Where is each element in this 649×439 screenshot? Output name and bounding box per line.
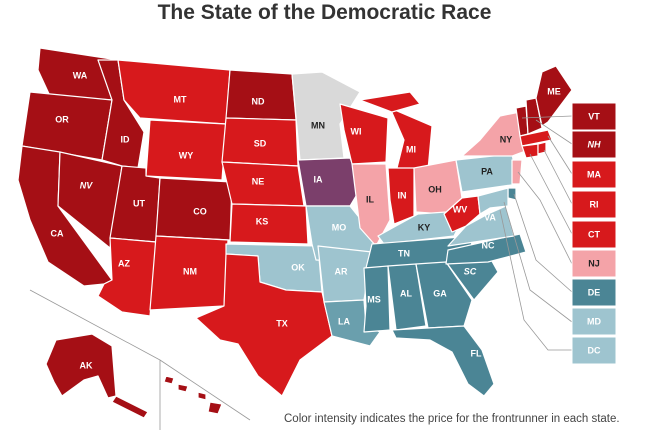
state-NH[interactable] [525,97,543,135]
side-box-VT[interactable] [571,102,617,131]
label-IN: IN [398,190,407,200]
label-LA: LA [338,316,350,326]
label-GA: GA [433,288,447,298]
side-box-MD[interactable] [571,307,617,336]
label-ND: ND [252,96,265,106]
side-label-DC: DC [588,345,601,355]
state-VA[interactable] [447,205,515,247]
label-AL: AL [400,288,412,298]
state-MI[interactable] [389,107,433,173]
label-NE: NE [252,176,265,186]
state-ND[interactable] [225,69,297,121]
page-title: The State of the Democratic Race [157,1,492,24]
state-NJ[interactable] [511,159,523,185]
state-WY[interactable] [145,119,227,181]
label-AR: AR [335,266,348,276]
side-label-RI: RI [590,199,599,209]
side-box-NJ[interactable] [571,249,617,278]
inset-divider [29,289,251,430]
label-OK: OK [291,262,305,272]
label-ME: ME [547,86,561,96]
state-HI[interactable] [163,375,223,415]
side-box-DE[interactable] [571,278,617,307]
state-MS[interactable] [363,265,391,333]
state-DE[interactable] [507,187,517,201]
state-KS[interactable] [229,203,309,245]
state-FL[interactable] [391,325,495,397]
state-MT[interactable] [117,59,231,125]
label-SD: SD [254,138,267,148]
side-box-NH[interactable] [571,130,617,159]
label-SC: SC [464,266,477,276]
label-UT: UT [133,198,145,208]
side-box-DC[interactable] [571,336,617,365]
state-ME[interactable] [535,65,573,127]
label-WI: WI [351,126,362,136]
side-label-boxes: VT NH MA RI CT NJ DE MD DC [571,102,617,365]
side-label-DE: DE [588,287,601,297]
label-CO: CO [193,206,207,216]
state-GA[interactable] [415,261,473,329]
label-CA: CA [51,228,64,238]
label-WY: WY [179,150,194,160]
side-box-RI[interactable] [571,190,617,219]
side-label-CT: CT [588,229,600,239]
state-MA[interactable] [519,129,553,147]
label-VA: VA [484,212,496,222]
label-NY: NY [500,134,513,144]
alaska-tail [111,395,149,419]
label-NM: NM [183,266,197,276]
state-WI[interactable] [339,103,389,165]
label-KS: KS [256,216,269,226]
side-label-NH: NH [588,139,601,149]
label-MO: MO [332,222,347,232]
side-label-VT: VT [588,111,600,121]
label-NC: NC [482,240,495,250]
label-TX: TX [276,318,288,328]
label-IL: IL [366,194,375,204]
label-OR: OR [55,114,69,124]
label-FL: FL [471,348,482,358]
label-WA: WA [73,70,88,80]
state-LA[interactable] [323,299,381,347]
side-label-MA: MA [587,169,601,179]
label-AZ: AZ [118,258,130,268]
label-NV: NV [80,180,93,190]
side-box-MA[interactable] [571,160,617,189]
label-KY: KY [418,222,431,232]
label-AK: AK [80,360,93,370]
label-MS: MS [367,294,381,304]
label-WV: WV [453,204,468,214]
label-IA: IA [314,174,324,184]
side-label-NJ: NJ [588,258,600,268]
label-ID: ID [121,134,131,144]
caption: Color intensity indicates the price for … [284,413,620,425]
state-RI[interactable] [537,141,547,155]
side-box-CT[interactable] [571,220,617,249]
leader-lines [499,115,573,351]
label-MN: MN [311,120,325,130]
state-MI-up [359,91,421,113]
state-CT[interactable] [521,143,539,159]
state-IN[interactable] [387,167,415,225]
state-TX[interactable] [195,253,333,397]
label-MT: MT [174,94,187,104]
state-AK[interactable] [45,333,117,399]
label-TN: TN [398,248,410,258]
state-AL[interactable] [387,263,427,331]
label-OH: OH [428,184,442,194]
label-PA: PA [481,166,493,176]
state-MD[interactable] [477,187,509,215]
label-MI: MI [406,144,416,154]
side-label-MD: MD [587,316,601,326]
